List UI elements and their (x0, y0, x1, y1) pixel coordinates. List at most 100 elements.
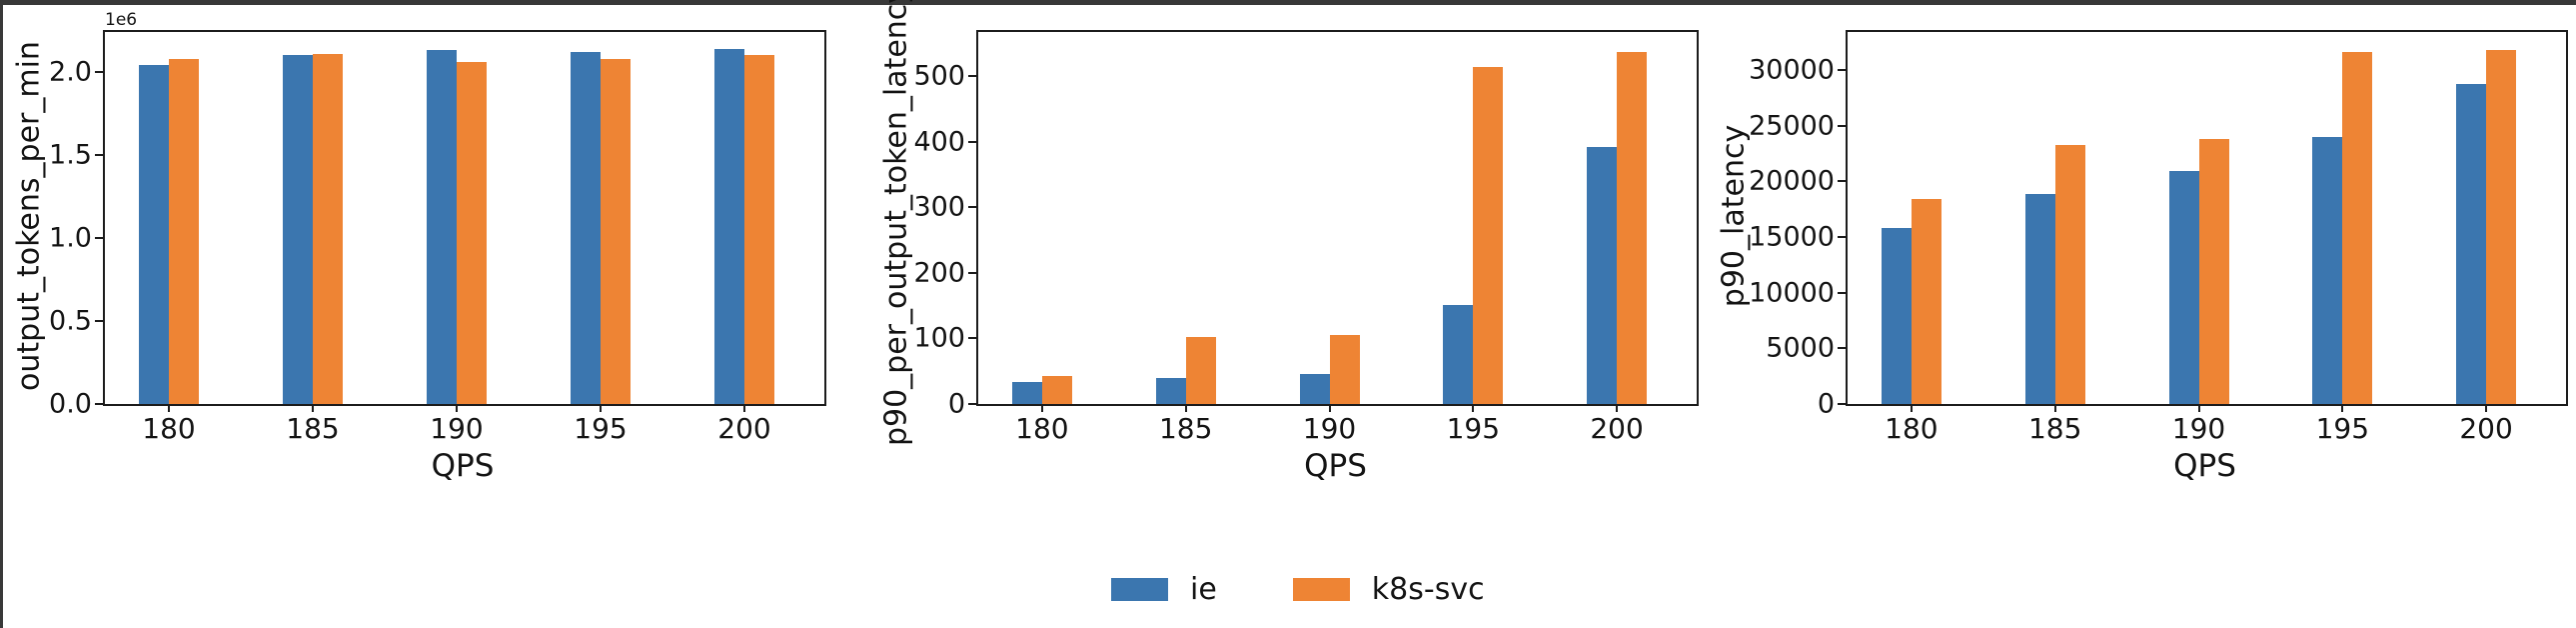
x-tick-mark (743, 404, 745, 412)
y-tick-label: 20000 (1749, 165, 1835, 197)
legend: ie k8s-svc (1111, 572, 1485, 607)
y-tick-label: 2.0 (49, 56, 92, 88)
y-tick-label: 500 (913, 60, 965, 92)
x-tick-label: 185 (286, 412, 340, 445)
x-axis-label: QPS (431, 448, 495, 484)
y-tick-mark (1838, 347, 1846, 350)
y-tick-mark (1838, 124, 1846, 127)
bar-ie-180 (1881, 228, 1912, 404)
bar-k8s-svc-195 (601, 58, 631, 404)
bar-ie-195 (2312, 136, 2343, 404)
y-tick-mark (1838, 291, 1846, 294)
plot-area (103, 30, 826, 406)
y-tick-label: 1.5 (49, 139, 92, 171)
bar-ie-200 (2456, 84, 2487, 404)
y-tick-label: 1.0 (49, 222, 92, 254)
bar-ie-190 (1299, 373, 1330, 404)
bar-k8s-svc-185 (1185, 337, 1216, 404)
y-tick-label: 30000 (1749, 54, 1835, 86)
bar-ie-180 (139, 65, 169, 404)
bar-k8s-svc-180 (169, 58, 199, 404)
y-tick-mark (968, 271, 976, 274)
bar-k8s-svc-180 (1911, 199, 1941, 404)
legend-label: ie (1190, 572, 1217, 607)
legend-item-ie: ie (1111, 572, 1217, 607)
x-tick-mark (456, 404, 458, 412)
y-tick-mark (1838, 235, 1846, 238)
bar-k8s-svc-195 (2342, 52, 2373, 404)
y-tick-mark (95, 403, 103, 405)
window-border-left (0, 0, 3, 628)
x-tick-mark (2053, 404, 2056, 412)
y-tick-label: 0 (1817, 388, 1835, 420)
y-tick-label: 0 (947, 388, 965, 420)
x-axis-label: QPS (1304, 448, 1367, 484)
x-tick-label: 180 (1885, 412, 1938, 445)
x-tick-mark (2197, 404, 2200, 412)
x-tick-mark (1040, 404, 1043, 412)
y-tick-label: 200 (913, 257, 965, 289)
legend-label: k8s-svc (1371, 572, 1485, 607)
bar-k8s-svc-200 (1617, 51, 1648, 404)
legend-swatch-ie (1111, 578, 1168, 601)
y-tick-label: 300 (913, 191, 965, 223)
x-tick-label: 195 (574, 412, 628, 445)
y-tick-mark (968, 337, 976, 340)
bar-ie-190 (427, 50, 457, 404)
x-tick-mark (1910, 404, 1913, 412)
bar-ie-190 (2168, 171, 2199, 404)
x-tick-label: 190 (1302, 412, 1357, 445)
y-axis-label: output_tokens_per_min (11, 41, 47, 391)
x-tick-mark (312, 404, 314, 412)
y-tick-label: 0.5 (49, 305, 92, 337)
bar-ie-195 (571, 51, 601, 404)
bar-ie-200 (1587, 146, 1618, 404)
bar-k8s-svc-180 (1041, 376, 1072, 404)
y-tick-label: 15000 (1749, 221, 1835, 253)
y-tick-mark (968, 140, 976, 143)
y-tick-mark (1838, 180, 1846, 183)
y-tick-mark (1838, 403, 1846, 405)
x-tick-mark (1616, 404, 1619, 412)
bar-ie-185 (2024, 193, 2055, 404)
bar-ie-185 (1155, 377, 1186, 404)
axis-offset-text: 1e6 (105, 10, 138, 30)
y-tick-label: 25000 (1749, 110, 1835, 142)
bar-k8s-svc-185 (2054, 144, 2085, 404)
bar-k8s-svc-200 (744, 55, 774, 404)
x-tick-label: 185 (1158, 412, 1213, 445)
bar-k8s-svc-190 (457, 61, 487, 404)
x-tick-label: 180 (142, 412, 196, 445)
y-tick-mark (968, 206, 976, 209)
y-tick-label: 5000 (1766, 332, 1835, 364)
x-tick-mark (168, 404, 170, 412)
bar-k8s-svc-185 (313, 53, 343, 404)
bar-ie-200 (714, 48, 744, 404)
bar-ie-195 (1443, 304, 1474, 404)
y-tick-label: 10000 (1749, 277, 1835, 309)
bar-ie-185 (283, 55, 313, 404)
window-border-top (0, 0, 2576, 5)
y-tick-label: 100 (913, 322, 965, 354)
x-tick-label: 190 (430, 412, 484, 445)
bar-k8s-svc-200 (2486, 49, 2517, 404)
x-tick-label: 195 (2315, 412, 2370, 445)
x-tick-label: 200 (717, 412, 771, 445)
bar-ie-180 (1011, 381, 1042, 404)
x-tick-mark (2485, 404, 2488, 412)
x-tick-label: 200 (2459, 412, 2513, 445)
bar-k8s-svc-190 (1329, 335, 1360, 404)
plot-area (1846, 30, 2568, 406)
y-tick-mark (95, 70, 103, 73)
bar-k8s-svc-190 (2198, 138, 2229, 404)
legend-swatch-k8s-svc (1292, 578, 1350, 601)
x-tick-label: 190 (2171, 412, 2226, 445)
x-tick-mark (2341, 404, 2344, 412)
x-tick-label: 185 (2027, 412, 2082, 445)
y-tick-label: 400 (913, 126, 965, 158)
x-tick-label: 180 (1015, 412, 1069, 445)
plot-area (976, 30, 1699, 406)
x-tick-mark (1328, 404, 1331, 412)
x-tick-mark (1472, 404, 1475, 412)
